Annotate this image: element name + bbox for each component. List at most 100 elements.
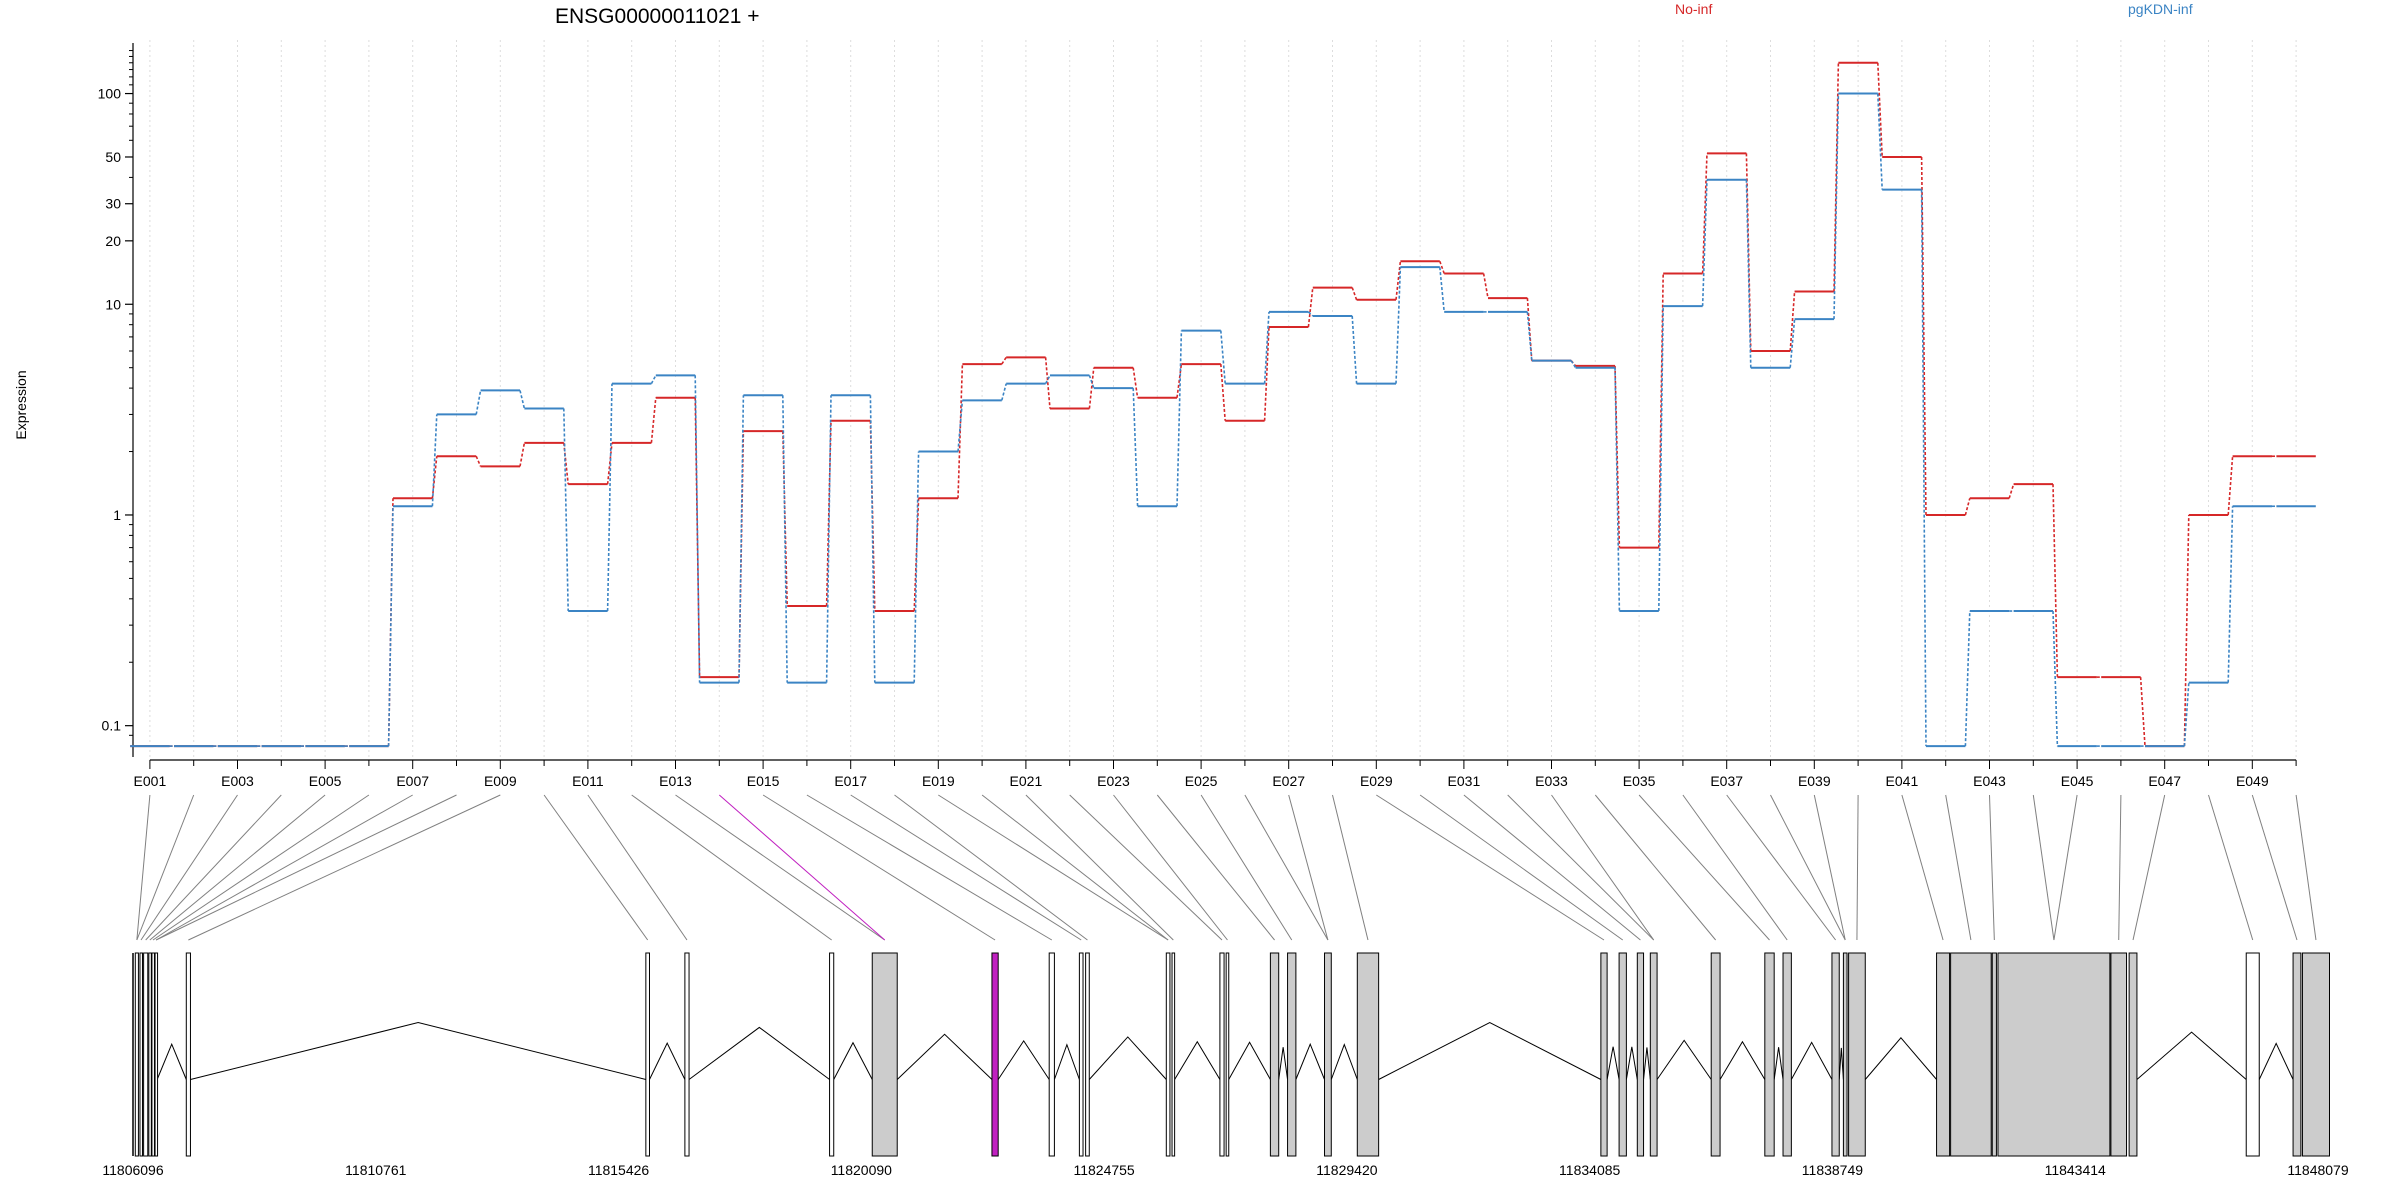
intron-line <box>1656 1039 1712 1080</box>
exon-connector <box>1638 794 1770 941</box>
exon-connector <box>1332 794 1369 941</box>
intron-line <box>1719 1040 1766 1080</box>
exon-box <box>645 952 650 1157</box>
exon-connector <box>1156 794 1275 941</box>
series-step <box>2183 682 2190 747</box>
y-tick-label: 10 <box>105 296 121 312</box>
series-step <box>1044 357 1051 409</box>
series-step <box>475 390 482 415</box>
intron-line <box>1053 1043 1080 1080</box>
intron-line <box>1088 1036 1167 1080</box>
intron-line <box>1625 1046 1638 1080</box>
coord-tick-label: 11843414 <box>2045 1162 2106 1178</box>
exon-box <box>1950 952 1992 1157</box>
series-step <box>1439 267 1445 312</box>
exon-box <box>1764 952 1775 1157</box>
exon-connector <box>981 794 1169 941</box>
exon-connector <box>1682 794 1788 941</box>
series-step <box>1877 93 1883 190</box>
x-axis: E001 E003 E005 E007 E009 E011 E013 E015 E017 E019… <box>134 759 2297 789</box>
exon-box <box>2245 952 2260 1157</box>
exon-box <box>1782 952 1792 1157</box>
series-step <box>782 395 788 683</box>
x-tick-label: E033 <box>1535 773 1568 789</box>
intron-line <box>1864 1037 1937 1080</box>
exon-connector <box>136 794 195 941</box>
x-tick-label: E013 <box>659 773 692 789</box>
series-step <box>2139 677 2146 747</box>
exon-box <box>1842 952 1848 1157</box>
series-step <box>1745 179 1752 368</box>
exon-connector <box>1463 794 1641 941</box>
series-step <box>1044 374 1051 385</box>
series-step <box>738 395 745 683</box>
exon-connector <box>152 794 370 941</box>
exon-connector <box>1989 794 1995 941</box>
intron-line <box>1773 1047 1784 1080</box>
coord-tick-label: 11834085 <box>1559 1162 1620 1178</box>
exon-box <box>1171 952 1176 1157</box>
exon-box <box>1287 952 1297 1157</box>
chart-title: ENSG00000011021 + <box>555 5 760 28</box>
exon-connector <box>1856 794 1859 941</box>
x-tick-label: E021 <box>1010 773 1043 789</box>
series-step <box>1964 611 1971 747</box>
gene-model: 11806096 11810761 11815426 11820090 11824755… <box>102 952 2349 1178</box>
y-tick-label: 30 <box>105 196 121 212</box>
y-tick-label: 100 <box>98 86 122 102</box>
series-step <box>825 395 832 683</box>
series-step <box>1614 367 1621 612</box>
exon-connector <box>2132 794 2166 941</box>
intron-line <box>1643 1047 1651 1080</box>
series-step <box>1658 306 1664 612</box>
series-step <box>1263 326 1270 421</box>
exon-connector <box>806 794 1053 941</box>
exon-connector <box>149 794 326 941</box>
exon-box <box>1636 952 1645 1157</box>
series-step <box>1307 287 1314 328</box>
coord-tick-label: 11848079 <box>2287 1162 2348 1178</box>
series-step <box>1001 356 1007 365</box>
series-step <box>1176 363 1183 398</box>
series-step <box>2183 514 2190 747</box>
series-step <box>1001 383 1007 401</box>
x-tick-label: E041 <box>1886 773 1919 789</box>
series-step <box>1088 375 1095 389</box>
series-step <box>1439 260 1445 274</box>
series-step <box>2052 484 2059 678</box>
x-tick-label: E023 <box>1097 773 1130 789</box>
intron-line <box>2258 1042 2294 1080</box>
x-tick-label: E035 <box>1623 773 1656 789</box>
x-tick-label: E025 <box>1185 773 1218 789</box>
exon-connector <box>543 794 649 941</box>
x-tick-label: E047 <box>2148 773 2181 789</box>
exon-connector <box>631 794 832 941</box>
intron-line <box>1378 1021 1602 1080</box>
exon-connector <box>675 794 886 941</box>
x-tick-label: E003 <box>221 773 254 789</box>
series-step <box>2227 506 2234 683</box>
intron-line <box>1228 1041 1271 1080</box>
intron-line <box>1330 1043 1358 1080</box>
x-tick-label: E001 <box>134 773 167 789</box>
exon-connector <box>762 794 996 941</box>
exon-box <box>1269 952 1280 1157</box>
series-step <box>519 442 526 467</box>
exon-connector <box>1113 794 1228 941</box>
series-step <box>1176 330 1183 507</box>
intron-line <box>2136 1031 2247 1080</box>
x-tick-label: E007 <box>396 773 429 789</box>
exon-connector <box>587 794 688 941</box>
exon-connector <box>894 794 1088 941</box>
series-step <box>1789 319 1796 368</box>
exon-connector <box>1726 794 1836 941</box>
y-tick-label: 0.1 <box>102 718 122 734</box>
exon-box <box>154 952 159 1157</box>
series-step <box>1220 330 1226 384</box>
exon-connector <box>2208 794 2254 941</box>
intron-line <box>833 1041 873 1080</box>
y-tick-label: 50 <box>105 149 121 165</box>
series-step <box>475 455 482 467</box>
series-step <box>1395 261 1402 300</box>
exon-box <box>991 952 999 1157</box>
